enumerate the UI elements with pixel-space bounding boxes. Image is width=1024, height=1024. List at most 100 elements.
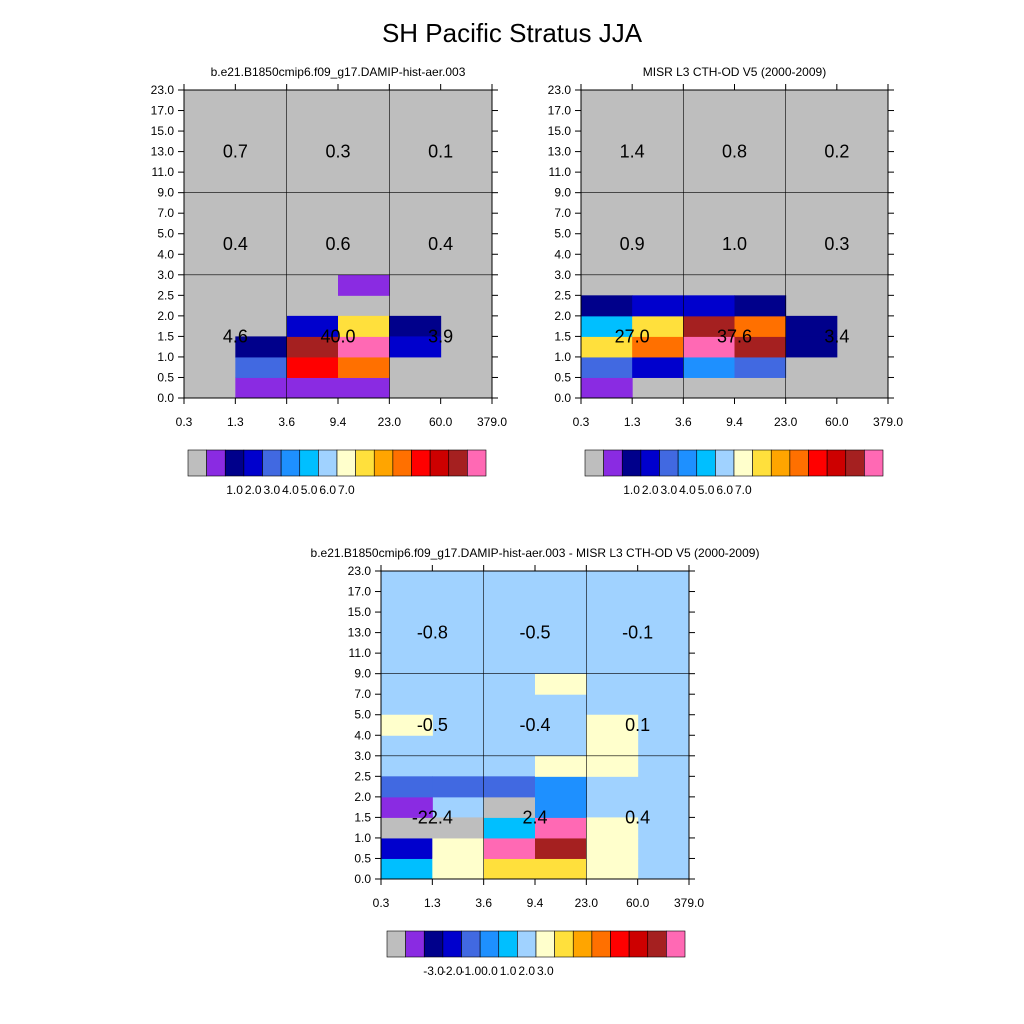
region-value-label: 3.9 [428, 326, 453, 346]
heatmap-cell [586, 858, 639, 880]
x-tick-label: 23.0 [378, 415, 402, 429]
colorbar-label: -2.0 [442, 964, 463, 978]
y-tick-label: 1.0 [554, 350, 571, 364]
y-tick-label: 1.5 [554, 329, 571, 343]
colorbar-label: 3.0 [263, 483, 280, 497]
y-tick-label: 5.0 [554, 227, 571, 241]
region-value-label: 0.1 [625, 715, 650, 735]
heatmap-cell [483, 858, 536, 880]
colorbar-swatch [535, 930, 555, 958]
colorbar-swatch [224, 449, 245, 477]
colorbar-swatch [262, 449, 282, 477]
colorbar-swatch [659, 449, 679, 477]
x-tick-label: 379.0 [674, 896, 704, 910]
y-tick-label: 7.0 [157, 206, 174, 220]
heatmap-cell [535, 673, 587, 695]
y-tick-label: 17.0 [151, 104, 175, 118]
y-tick-label: 4.0 [157, 247, 174, 261]
y-tick-label: 4.0 [354, 728, 371, 742]
colorbar-swatch [243, 449, 263, 477]
heatmap-cell [785, 315, 838, 337]
y-tick-label: 15.0 [151, 124, 175, 138]
y-tick-label: 2.0 [354, 790, 371, 804]
y-tick-label: 2.0 [554, 309, 571, 323]
x-tick-label: 1.3 [424, 896, 441, 910]
heatmap-cell [381, 837, 433, 859]
y-tick-label: 13.0 [348, 626, 372, 640]
heatmap-cell [381, 858, 433, 880]
heatmap-cell [586, 817, 639, 839]
colorbar-label: 4.0 [679, 483, 696, 497]
region-value-label: 40.0 [320, 326, 355, 346]
y-tick-label: 0.0 [354, 872, 371, 886]
heatmap-cell [683, 315, 735, 337]
y-tick-label: 0.5 [157, 370, 174, 384]
colorbar-label: 6.0 [716, 483, 733, 497]
colorbar-swatch [666, 930, 686, 958]
y-tick-label: 23.0 [548, 83, 572, 97]
colorbar-swatch [554, 930, 574, 958]
y-tick-label: 7.0 [554, 206, 571, 220]
colorbar-swatch [411, 449, 431, 477]
colorbar-label: 4.0 [282, 483, 299, 497]
heatmap-cell [483, 837, 536, 859]
y-tick-label: 3.0 [157, 268, 174, 282]
colorbar-swatch [299, 449, 319, 477]
heatmap-cell [785, 336, 838, 358]
region-value-label: 4.6 [223, 326, 248, 346]
colorbar-swatch [423, 930, 444, 958]
y-tick-label: 1.5 [354, 810, 371, 824]
region-value-label: 0.2 [824, 142, 849, 162]
heatmap-cell [286, 315, 339, 337]
region-value-label: 3.4 [824, 326, 849, 346]
y-tick-label: 2.5 [554, 288, 571, 302]
colorbar-swatch [429, 449, 450, 477]
colorbar-label: 2.0 [642, 483, 659, 497]
colorbar-swatch [448, 449, 468, 477]
colorbar-label: 2.0 [245, 483, 262, 497]
heatmap-cell [632, 295, 684, 317]
heatmap-cell [338, 377, 390, 399]
x-tick-label: 3.6 [475, 896, 492, 910]
heatmap-cell [581, 377, 633, 399]
heatmap-cell [581, 336, 633, 358]
heatmap-cell [381, 817, 433, 839]
y-tick-label: 3.0 [554, 268, 571, 282]
colorbar-swatch [677, 449, 698, 477]
colorbar-swatch [392, 449, 412, 477]
colorbar-swatch [864, 449, 884, 477]
heatmap-cell [586, 837, 639, 859]
heatmap-cell [381, 796, 433, 818]
colorbar-swatch [647, 930, 667, 958]
x-tick-label: 379.0 [873, 415, 903, 429]
colorbar-swatch [187, 449, 207, 477]
heatmap-cell [535, 796, 587, 818]
heatmap-cell [432, 858, 485, 880]
heatmap-cell [338, 315, 390, 337]
colorbar-swatch [442, 930, 462, 958]
colorbar-label: 5.0 [698, 483, 715, 497]
colorbar-swatch [405, 930, 425, 958]
colorbar-swatch [715, 449, 735, 477]
y-tick-label: 9.0 [554, 186, 571, 200]
colorbar-swatch [603, 449, 623, 477]
region-value-label: 1.4 [620, 142, 645, 162]
colorbar-swatch [517, 930, 537, 958]
colorbar-label: 1.0 [623, 483, 640, 497]
colorbar-swatch [461, 930, 481, 958]
y-tick-label: 4.0 [554, 247, 571, 261]
heatmap-cell [286, 336, 339, 358]
heatmap-cell [432, 817, 485, 839]
colorbar-label: 3.0 [660, 483, 677, 497]
colorbar-swatch [498, 930, 518, 958]
y-tick-label: 0.5 [354, 851, 371, 865]
x-tick-label: 9.4 [527, 896, 544, 910]
region-value-label: 1.0 [722, 234, 747, 254]
y-tick-label: 15.0 [348, 605, 372, 619]
y-tick-label: 5.0 [157, 227, 174, 241]
heatmap-cell [581, 356, 633, 378]
colorbar-swatch [479, 930, 500, 958]
x-tick-label: 1.3 [227, 415, 244, 429]
x-tick-label: 0.3 [176, 415, 193, 429]
region-value-label: 0.1 [428, 142, 453, 162]
